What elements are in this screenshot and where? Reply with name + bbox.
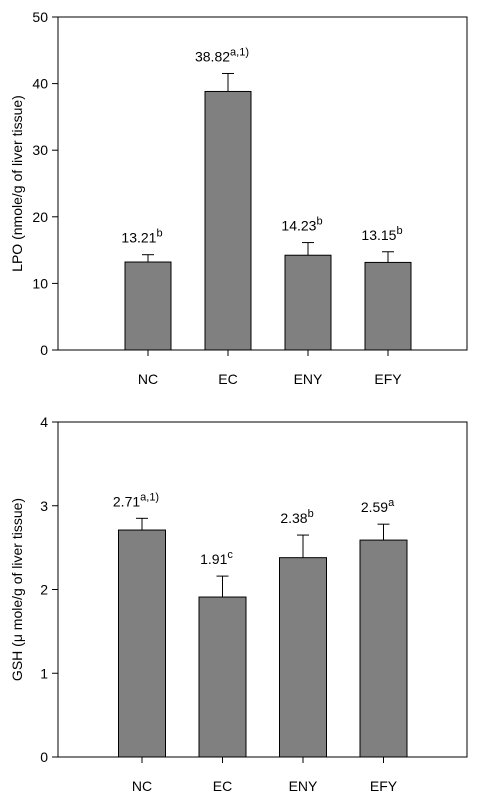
x-tick-label: EC bbox=[213, 778, 232, 794]
x-tick-label: EC bbox=[218, 371, 237, 387]
y-tick-label: 20 bbox=[32, 209, 48, 225]
x-tick-label: NC bbox=[138, 371, 158, 387]
y-tick-label: 0 bbox=[40, 342, 48, 358]
y-tick-label: 10 bbox=[32, 275, 48, 291]
x-tick-label: EFY bbox=[370, 778, 398, 794]
data-label: 13.15b bbox=[361, 225, 402, 243]
data-label: 13.21b bbox=[121, 228, 162, 246]
data-label: 14.23b bbox=[281, 216, 322, 234]
x-tick-label: EFY bbox=[374, 371, 402, 387]
data-label-superscript: b bbox=[156, 228, 162, 240]
data-label-value: 38.82 bbox=[195, 48, 230, 64]
y-axis-label: LPO (nmole/g of liver tissue) bbox=[9, 95, 25, 272]
bar bbox=[279, 557, 327, 758]
data-label-superscript: b bbox=[308, 508, 314, 520]
data-label-superscript: a,1) bbox=[230, 46, 249, 58]
bar bbox=[124, 261, 172, 351]
y-tick-label: 4 bbox=[40, 414, 48, 430]
data-label-value: 1.91 bbox=[200, 551, 227, 567]
data-label-value: 13.21 bbox=[121, 230, 156, 246]
x-tick-label: ENY bbox=[289, 778, 318, 794]
data-label-value: 14.23 bbox=[281, 218, 316, 234]
y-tick-label: 2 bbox=[40, 582, 48, 598]
data-label-superscript: a,1) bbox=[140, 491, 159, 503]
bar bbox=[204, 90, 252, 351]
data-label: 2.71a,1) bbox=[113, 491, 159, 509]
data-label: 2.59a bbox=[361, 497, 395, 515]
data-label-superscript: b bbox=[396, 225, 402, 237]
y-tick-label: 40 bbox=[32, 76, 48, 92]
y-tick-label: 1 bbox=[40, 665, 48, 681]
y-tick-label: 30 bbox=[32, 142, 48, 158]
data-label: 1.91c bbox=[200, 549, 233, 567]
data-label: 2.38b bbox=[280, 508, 313, 526]
data-label: 38.82a,1) bbox=[195, 46, 249, 64]
y-tick-label: 50 bbox=[32, 9, 48, 25]
bar bbox=[198, 596, 247, 758]
data-label-value: 13.15 bbox=[361, 227, 396, 243]
data-label-value: 2.71 bbox=[113, 493, 140, 509]
data-label-value: 2.59 bbox=[361, 499, 388, 515]
data-label-superscript: c bbox=[227, 549, 233, 561]
bar bbox=[359, 539, 408, 758]
x-tick-label: ENY bbox=[294, 371, 323, 387]
bar bbox=[364, 261, 412, 351]
x-tick-label: NC bbox=[132, 778, 152, 794]
data-label-superscript: a bbox=[388, 497, 395, 509]
y-tick-label: 3 bbox=[40, 498, 48, 514]
bar bbox=[118, 529, 166, 758]
data-label-value: 2.38 bbox=[280, 510, 307, 526]
data-label-superscript: b bbox=[316, 216, 322, 228]
y-tick-label: 0 bbox=[40, 749, 48, 765]
plot-frame bbox=[57, 16, 468, 351]
y-axis-label: GSH (μ mole/g of liver tissue) bbox=[9, 498, 25, 681]
bar bbox=[284, 254, 332, 351]
